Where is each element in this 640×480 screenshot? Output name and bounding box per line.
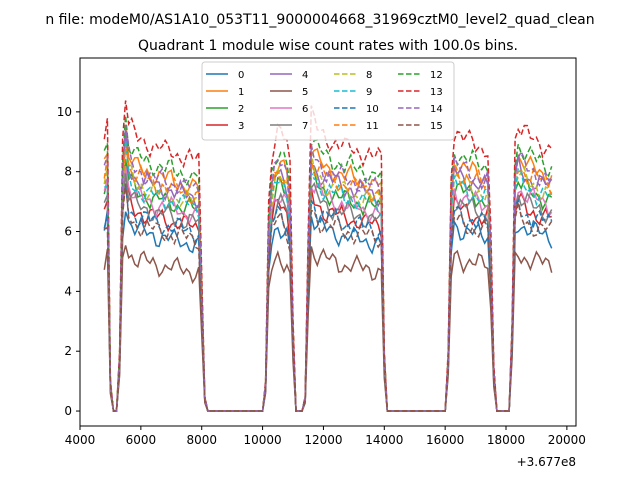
- series-line-13: [103, 100, 553, 412]
- series-line-8: [103, 149, 553, 412]
- y-tick-label: 0: [64, 404, 72, 418]
- legend-label-3: 3: [238, 121, 244, 132]
- x-tick-label: 8000: [186, 433, 217, 447]
- x-tick-label: 16000: [426, 433, 464, 447]
- legend-label-9: 9: [366, 87, 372, 98]
- legend-label-4: 4: [302, 70, 308, 81]
- series-line-14: [103, 124, 553, 412]
- y-tick-label: 8: [64, 165, 72, 179]
- y-axis: 0 2 4 6 8 10: [57, 105, 80, 418]
- legend-label-14: 14: [430, 104, 443, 115]
- series-line-2: [103, 159, 553, 412]
- x-tick-label: 18000: [487, 433, 525, 447]
- legend-label-8: 8: [366, 70, 372, 81]
- legend-label-6: 6: [302, 104, 308, 115]
- series-line-9: [104, 139, 553, 412]
- x-tick-label: 4000: [65, 433, 96, 447]
- legend-label-7: 7: [302, 121, 308, 132]
- legend-label-1: 1: [238, 87, 244, 98]
- series-line-12: [103, 115, 553, 412]
- series-layer: [103, 100, 553, 412]
- series-line-15: [103, 183, 553, 412]
- plot-frame: [79, 57, 577, 427]
- x-offset-text: +3.677e8: [517, 455, 576, 469]
- series-line-0: [103, 210, 553, 412]
- legend-label-13: 13: [430, 87, 443, 98]
- x-axis: 4000 6000 8000 10000 12000 14000 16000 18000 200…: [65, 426, 586, 447]
- series-line-11: [103, 146, 553, 412]
- series-line-10: [103, 185, 553, 412]
- x-tick-label: 6000: [126, 433, 157, 447]
- x-tick-label: 14000: [365, 433, 403, 447]
- x-tick-label: 10000: [243, 433, 281, 447]
- figure-suptitle: n file: modeM0/AS1A10_053T11_9000004668_…: [45, 12, 594, 28]
- series-line-5: [103, 245, 553, 412]
- legend-label-11: 11: [366, 121, 379, 132]
- x-tick-label: 20000: [548, 433, 586, 447]
- x-tick-label: 12000: [304, 433, 342, 447]
- legend-label-10: 10: [366, 104, 379, 115]
- y-tick-label: 2: [64, 344, 72, 358]
- legend-label-2: 2: [238, 104, 244, 115]
- legend-box: [201, 61, 455, 141]
- legend-label-12: 12: [430, 70, 443, 81]
- chart-title: Quadrant 1 module wise count rates with …: [138, 38, 518, 54]
- legend-label-0: 0: [238, 70, 244, 81]
- y-tick-label: 4: [64, 284, 72, 298]
- legend-label-15: 15: [430, 121, 443, 132]
- y-tick-label: 10: [57, 105, 72, 119]
- y-tick-label: 6: [64, 225, 72, 239]
- legend-label-5: 5: [302, 87, 308, 98]
